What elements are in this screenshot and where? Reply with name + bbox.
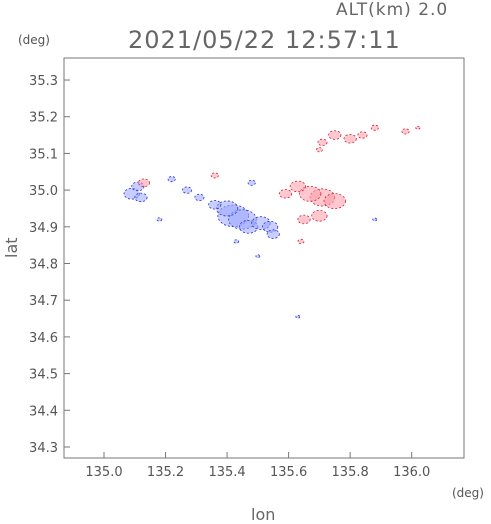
y-axis-unit: (deg) (18, 33, 50, 47)
y-axis: 34.3 34.4 34.5 34.6 34.7 34.8 34.9 35.0 35.1 35.2… (29, 74, 70, 456)
positive-echo-cell (328, 130, 342, 140)
x-tick-label: 135.0 (85, 465, 122, 480)
y-tick-label: 34.8 (29, 258, 58, 273)
positive-echo-cell (289, 180, 306, 193)
negative-echo-cell (182, 186, 193, 194)
x-tick-label: 135.8 (332, 465, 369, 480)
negative-echo-cell (167, 176, 176, 183)
x-tick-label: 135.4 (208, 465, 245, 480)
negative-echo-cell (208, 200, 222, 210)
x-tick-label: 135.2 (147, 465, 184, 480)
y-tick-label: 35.3 (29, 74, 58, 89)
timestamp-title: 2021/05/22 12:57:11 (128, 26, 401, 54)
negative-echo-cell (233, 239, 240, 244)
y-tick-label: 34.9 (29, 221, 58, 236)
negative-echo-cell (247, 179, 256, 186)
positive-echo-cell (317, 138, 328, 147)
positive-echo-cell (343, 134, 357, 144)
y-tick-label: 34.5 (29, 368, 58, 383)
y-tick-label: 35.1 (29, 147, 58, 162)
positive-echo-cell (297, 214, 311, 225)
x-axis: 135.0 135.2 135.4 135.6 135.8 136.0 (85, 452, 430, 480)
negative-echo-cell (255, 254, 261, 258)
altitude-label: ALT(km) 2.0 (336, 0, 449, 20)
y-tick-label: 34.4 (29, 404, 58, 419)
positive-echo-cell (315, 147, 323, 153)
positive-echo-cell (311, 210, 328, 222)
y-tick-label: 34.7 (29, 294, 58, 309)
data-marks (123, 124, 421, 319)
positive-echo-cell (357, 131, 368, 139)
negative-echo-cell (372, 217, 378, 222)
x-axis-unit: (deg) (452, 486, 484, 500)
positive-echo-cell (370, 124, 379, 131)
negative-echo-cell (156, 217, 163, 222)
negative-echo-cell (134, 192, 148, 203)
positive-echo-cell (210, 172, 219, 179)
positive-echo-cell (401, 128, 410, 135)
plot-frame (63, 57, 465, 459)
y-tick-label: 35.0 (29, 184, 58, 199)
y-tick-label: 35.2 (29, 111, 58, 126)
positive-echo-cell (278, 189, 293, 199)
positive-echo-cell (415, 125, 421, 130)
y-tick-label: 34.6 (29, 331, 58, 346)
y-tick-label: 34.3 (29, 441, 58, 456)
x-tick-label: 136.0 (393, 465, 430, 480)
x-axis-label: lon (251, 505, 276, 524)
negative-echo-cell (295, 314, 301, 319)
positive-echo-cell (298, 185, 322, 202)
positive-echo-cell (138, 178, 150, 188)
negative-echo-cell (266, 229, 280, 239)
negative-echo-cell (194, 193, 205, 202)
positive-echo-cell (323, 193, 346, 210)
x-tick-label: 135.6 (270, 465, 307, 480)
positive-echo-cell (297, 238, 305, 245)
